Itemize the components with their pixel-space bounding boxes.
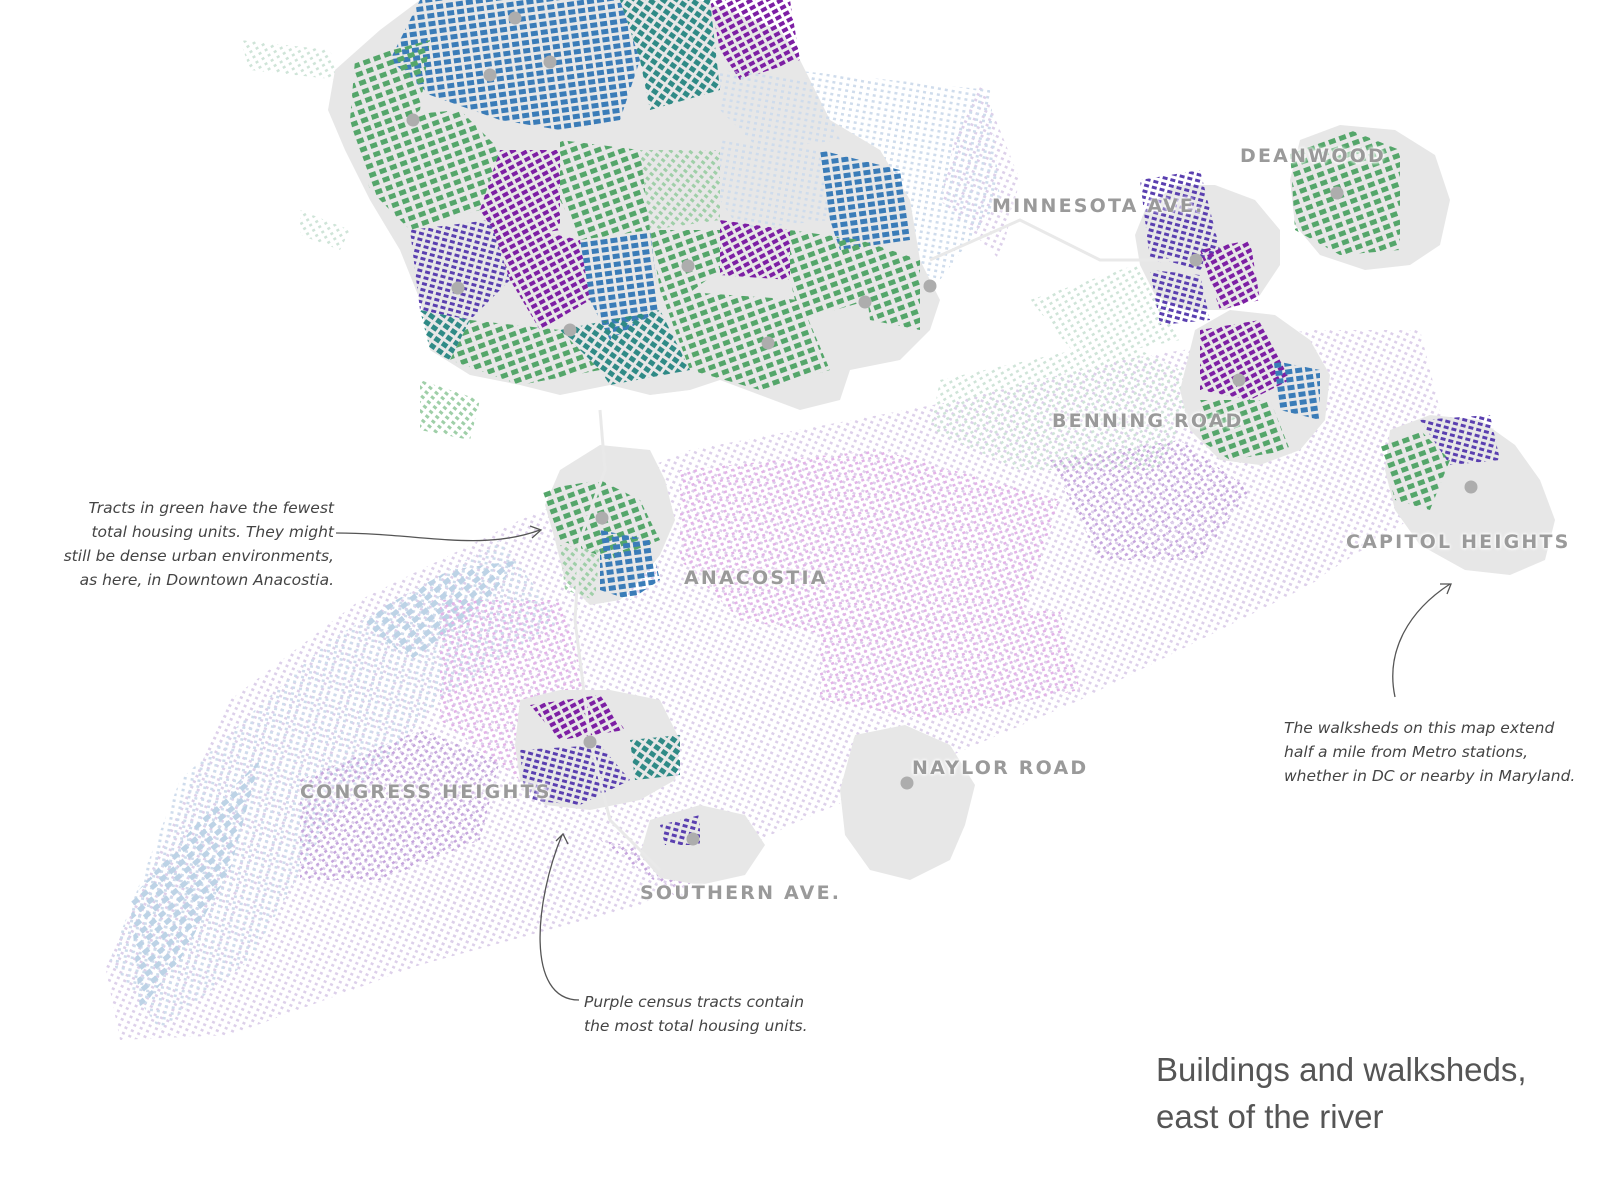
arrow-green-tracts (335, 529, 541, 542)
station-dot (858, 295, 872, 309)
arrow-walksheds (1392, 583, 1451, 698)
walkshed-naylor (840, 725, 975, 880)
arrow-green-tracts-head (529, 525, 543, 539)
annotation-green-tracts: Tracts in green have the fewest total ho… (64, 496, 334, 592)
station-dot (686, 832, 700, 846)
annotation-line: still be dense urban environments, (63, 547, 334, 565)
station-dot (508, 11, 522, 25)
tract-blocks (350, 0, 1500, 845)
station-dot (681, 259, 695, 273)
station-dot (923, 279, 937, 293)
arrow-walksheds-head (1440, 583, 1452, 595)
station-dot (483, 68, 497, 82)
map-title-line: Buildings and walksheds, (1156, 1051, 1527, 1088)
station-dot (595, 511, 609, 525)
annotation-walksheds: The walksheds on this map extend half a … (1284, 716, 1575, 788)
metro-lines (573, 218, 1180, 872)
annotation-line: total housing units. They might (91, 523, 334, 541)
annotation-line: Purple census tracts contain (584, 993, 805, 1011)
station-dot (1330, 186, 1344, 200)
station-dot (451, 281, 465, 295)
annotation-arrows (335, 525, 1452, 1001)
station-label-congress-heights: CONGRESS HEIGHTS (300, 781, 552, 803)
station-dot (1189, 253, 1203, 267)
station-dot (1464, 480, 1478, 494)
station-dot (406, 113, 420, 127)
station-dot (761, 336, 775, 350)
annotation-line: whether in DC or nearby in Maryland. (1284, 767, 1576, 785)
station-label-benning-road: BENNING ROAD (1052, 410, 1244, 432)
station-label-minnesota-ave: MINNESOTA AVE. (992, 195, 1205, 217)
station-dot (563, 323, 577, 337)
map-title-line: east of the river (1156, 1098, 1384, 1135)
station-label-anacostia: ANACOSTIA (684, 567, 828, 589)
station-dot (900, 776, 914, 790)
station-dot (583, 735, 597, 749)
annotation-line: half a mile from Metro stations, (1284, 743, 1529, 761)
station-label-naylor-road: NAYLOR ROAD (912, 757, 1089, 779)
station-label-southern-ave: SOUTHERN AVE. (640, 882, 842, 904)
arrow-purple-tracts-head (555, 832, 569, 845)
station-dots (406, 11, 1478, 846)
annotation-line: Tracts in green have the fewest (88, 499, 334, 517)
arrow-purple-tracts (539, 834, 580, 1001)
annotation-line: the most total housing units. (584, 1017, 808, 1035)
annotation-line: as here, in Downtown Anacostia. (79, 571, 334, 589)
annotation-line: The walksheds on this map extend (1284, 719, 1555, 737)
map-title: Buildings and walksheds, east of the riv… (1156, 1046, 1527, 1140)
annotation-purple-tracts: Purple census tracts contain the most to… (584, 990, 808, 1038)
station-dot (543, 55, 557, 69)
station-dot (1232, 373, 1246, 387)
station-label-deanwood: DEANWOOD (1240, 145, 1386, 167)
station-label-capitol-heights: CAPITOL HEIGHTS (1346, 531, 1571, 553)
